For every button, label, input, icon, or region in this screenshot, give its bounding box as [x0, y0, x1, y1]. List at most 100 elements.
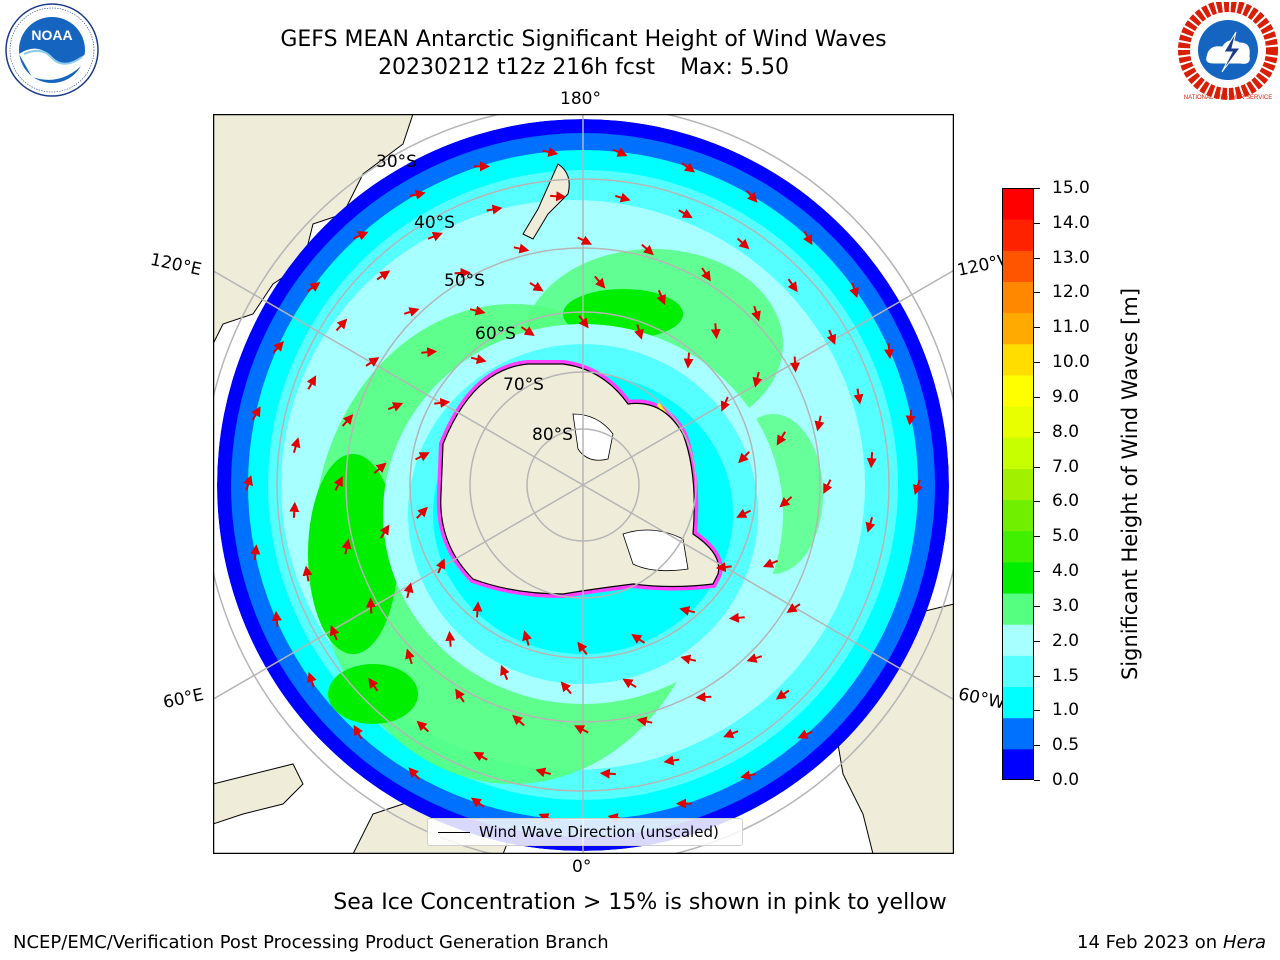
- wave-direction-arrow: [779, 496, 793, 508]
- wave-direction-arrow: [814, 415, 825, 432]
- wave-direction-arrow: [306, 375, 317, 390]
- wave-direction-arrow: [405, 648, 415, 665]
- colorbar-tick-mark: [1034, 327, 1040, 329]
- colorbar-tick-label: 12.0: [1052, 282, 1090, 303]
- lat-label-30s: 30°S: [376, 152, 417, 172]
- map-legend: Wind Wave Direction (unscaled): [427, 818, 743, 846]
- wave-direction-arrow: [641, 243, 654, 256]
- wave-direction-arrow: [740, 770, 757, 781]
- wave-direction-arrow: [416, 506, 428, 519]
- wave-direction-arrow: [341, 538, 352, 555]
- title-run-info: 20230212 t12z 216h fcst: [378, 55, 656, 80]
- wave-direction-arrow: [416, 720, 430, 733]
- wave-direction-arrow: [436, 558, 446, 574]
- lon-label-180: 180°: [560, 89, 601, 109]
- sea-ice-note: Sea Ice Concentration > 15% is shown in …: [333, 890, 947, 915]
- noaa-logo: NOAA: [5, 3, 99, 97]
- wave-direction-arrow: [306, 281, 321, 293]
- footer-date-text: 14 Feb 2023 on: [1077, 932, 1218, 953]
- colorbar-tick-mark: [1034, 745, 1040, 747]
- wave-direction-arrow: [594, 275, 606, 289]
- colorbar-label: Significant Height of Wind Waves [m]: [1118, 287, 1142, 681]
- wave-direction-arrow: [307, 671, 317, 688]
- colorbar-tick-label: 5.0: [1052, 526, 1080, 547]
- wave-direction-arrow: [415, 452, 430, 462]
- colorbar-segment: [1002, 717, 1034, 750]
- colorbar-tick-label: 11.0: [1052, 317, 1090, 338]
- wave-direction-arrow: [866, 452, 877, 469]
- colorbar-segment: [1002, 437, 1034, 469]
- wave-direction-arrow: [421, 347, 438, 358]
- wind-wave-arrows: [243, 147, 923, 823]
- colorbar-tick-mark: [1034, 536, 1040, 538]
- colorbar: [1002, 188, 1034, 780]
- wave-direction-arrow: [790, 356, 801, 373]
- wave-direction-arrow: [542, 147, 559, 157]
- polar-wave-map: [213, 114, 954, 854]
- wave-direction-arrow: [622, 678, 637, 689]
- colorbar-segment: [1002, 219, 1034, 251]
- wave-direction-arrow: [826, 329, 837, 345]
- colorbar-tick-label: 4.0: [1052, 561, 1080, 582]
- colorbar-segment: [1002, 624, 1034, 656]
- wave-direction-arrow: [723, 728, 739, 739]
- wave-direction-arrow: [329, 625, 340, 641]
- wave-direction-arrow: [379, 524, 390, 539]
- colorbar-segment: [1002, 748, 1034, 780]
- colorbar-tick-mark: [1034, 188, 1040, 189]
- colorbar-tick-label: 13.0: [1052, 247, 1090, 268]
- wave-direction-arrow: [634, 324, 644, 340]
- colorbar-tick-label: 15.0: [1052, 178, 1090, 198]
- wave-direction-arrow: [434, 397, 451, 408]
- lon-label-0: 0°: [572, 857, 592, 877]
- wave-direction-arrow: [335, 318, 348, 332]
- wave-direction-arrow: [853, 388, 864, 405]
- map-border: [213, 114, 954, 854]
- wave-direction-arrow: [823, 479, 833, 494]
- colorbar-segment: [1002, 281, 1034, 314]
- colorbar-segment: [1002, 374, 1034, 407]
- legend-line-swatch: [438, 832, 470, 833]
- wave-direction-arrow: [529, 281, 544, 292]
- wave-direction-arrow: [775, 689, 790, 700]
- colorbar-tick-label: 8.0: [1052, 421, 1080, 442]
- wave-direction-arrow: [680, 654, 697, 665]
- colorbar-tick-label: 10.0: [1052, 352, 1090, 373]
- new-zealand-land: [522, 163, 570, 240]
- wave-direction-arrow: [679, 606, 696, 616]
- wave-direction-arrow: [290, 437, 301, 453]
- wave-direction-arrow: [681, 162, 696, 173]
- colorbar-tick-label: 0.0: [1052, 770, 1080, 790]
- colorbar-tick-label: 0.5: [1052, 735, 1080, 756]
- lat-label-40s: 40°S: [414, 213, 455, 233]
- wave-direction-arrow: [636, 716, 653, 727]
- colorbar-segment: [1002, 593, 1034, 625]
- wave-direction-arrow: [797, 729, 813, 739]
- colorbar-segment: [1002, 686, 1034, 719]
- wave-direction-arrow: [470, 354, 487, 364]
- wave-direction-arrow: [574, 725, 589, 735]
- wave-direction-arrow: [615, 192, 631, 203]
- colorbar-tick-label: 1.5: [1052, 665, 1080, 686]
- wave-direction-arrow: [368, 677, 379, 692]
- wave-direction-arrow: [333, 476, 343, 491]
- colorbar-tick-label: 3.0: [1052, 595, 1080, 616]
- title-line-2: 20230212 t12z 216h fcst Max: 5.50: [0, 54, 1167, 82]
- colorbar-tick-label: 2.0: [1052, 630, 1080, 651]
- wave-direction-arrow: [512, 714, 525, 727]
- footer-branch: NCEP/EMC/Verification Post Processing Pr…: [13, 932, 609, 953]
- wave-direction-arrow: [736, 237, 750, 250]
- wave-direction-arrow: [786, 603, 801, 613]
- wave-direction-arrow: [365, 357, 380, 367]
- wave-direction-arrow: [577, 641, 588, 655]
- colorbar-segment: [1002, 530, 1034, 563]
- wave-direction-arrow: [454, 267, 471, 278]
- lat-label-50s: 50°S: [444, 271, 485, 291]
- wave-direction-arrow: [271, 610, 282, 627]
- wave-direction-arrow: [736, 508, 751, 518]
- noaa-logo-text: NOAA: [31, 27, 72, 43]
- colorbar-segment: [1002, 250, 1034, 282]
- wave-direction-arrow: [427, 231, 443, 242]
- wave-direction-arrow: [663, 755, 680, 766]
- africa-land: [213, 763, 304, 825]
